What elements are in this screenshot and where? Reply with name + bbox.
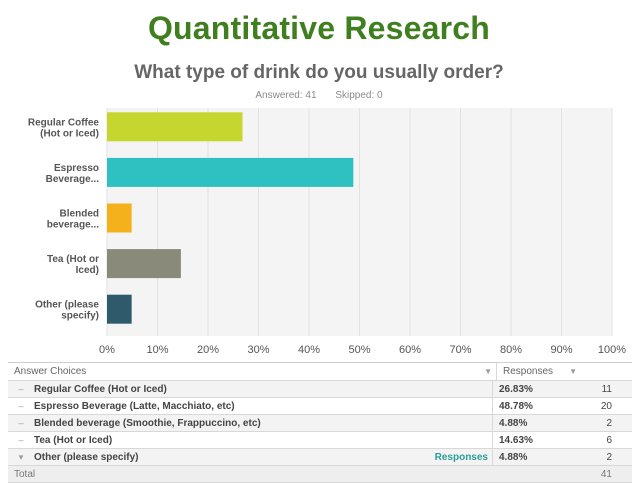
x-tick-label: 30%: [247, 344, 269, 356]
answer-choice: Other (please specify): [34, 451, 139, 463]
bar-chart: 0% 10% 20% 30% 40% 50% 60% 70% 80% 90% 100% Regular…: [28, 108, 626, 356]
bar: [107, 249, 181, 279]
x-tick-label: 90%: [550, 344, 572, 356]
x-tick-label: 10%: [146, 344, 168, 356]
expand-row-icon[interactable]: –: [18, 401, 24, 411]
table-total-row: Total 41: [8, 466, 632, 483]
expand-row-icon[interactable]: –: [18, 435, 24, 445]
answer-choice: Regular Coffee (Hot or Iced): [34, 383, 167, 395]
table-row: – Tea (Hot or Iced) 14.63% 6: [8, 432, 632, 449]
response-percent: 4.88%: [492, 449, 579, 465]
bar: [107, 157, 354, 187]
answered-count: Answered: 41: [255, 90, 317, 101]
x-tick-label: 50%: [348, 344, 370, 356]
responses-link[interactable]: Responses: [434, 451, 488, 463]
category-label: Espresso: [54, 163, 99, 174]
bar: [107, 203, 132, 233]
category-label: Tea (Hot or: [47, 254, 99, 265]
table-row: – Regular Coffee (Hot or Iced) 26.83% 11: [8, 381, 632, 398]
response-count: 20: [600, 400, 612, 412]
answer-choice: Tea (Hot or Iced): [34, 434, 113, 446]
x-tick-label: 0%: [99, 344, 115, 356]
x-tick-label: 40%: [298, 344, 320, 356]
category-label: Regular Coffee: [28, 117, 100, 128]
category-label: beverage...: [47, 220, 99, 231]
bar: [107, 294, 132, 324]
response-count: 2: [606, 417, 612, 429]
category-label: specify): [61, 311, 99, 322]
x-tick-label: 100%: [598, 344, 626, 356]
category-label: Blended: [60, 209, 99, 220]
response-count: 6: [606, 434, 612, 446]
response-count: 2: [606, 451, 612, 463]
response-percent: 48.78%: [492, 398, 579, 414]
expand-row-icon[interactable]: –: [18, 418, 24, 428]
sort-choices-icon[interactable]: ▼: [484, 367, 492, 376]
table-row: – Blended beverage (Smoothie, Frappuccino…: [8, 415, 632, 432]
responses-table: Answer Choices ▼ Responses ▼ – Regular Co…: [8, 362, 632, 483]
question-title: What type of drink do you usually order?: [134, 62, 504, 83]
skipped-count: Skipped: 0: [335, 90, 383, 101]
x-tick-label: 80%: [500, 344, 522, 356]
sort-responses-icon[interactable]: ▼: [569, 367, 577, 376]
header-responses-label: Responses: [503, 366, 554, 377]
response-count: 11: [601, 383, 612, 395]
answer-choice: Espresso Beverage (Latte, Macchiato, etc…: [34, 400, 235, 412]
response-percent: 26.83%: [492, 381, 579, 397]
response-percent: 14.63%: [492, 432, 579, 448]
answer-choice: Blended beverage (Smoothie, Frappuccino,…: [34, 417, 261, 429]
bar: [107, 112, 243, 142]
table-row: – Espresso Beverage (Latte, Macchiato, et…: [8, 398, 632, 415]
header-responses: Responses ▼: [496, 363, 583, 380]
total-count: 41: [600, 468, 612, 480]
total-label: Total: [14, 468, 36, 480]
expand-row-icon[interactable]: –: [18, 384, 24, 394]
table-header: Answer Choices ▼ Responses ▼: [8, 363, 632, 381]
response-percent: 4.88%: [492, 415, 579, 431]
x-tick-label: 60%: [399, 344, 421, 356]
expand-row-icon[interactable]: ▾: [18, 451, 24, 462]
x-tick-label: 70%: [449, 344, 471, 356]
x-tick-label: 20%: [197, 344, 219, 356]
slide-title: Quantitative Research: [147, 10, 491, 46]
header-answer-choices: Answer Choices: [14, 366, 87, 377]
answered-skipped: Answered: 41 Skipped: 0: [0, 90, 638, 101]
table-row: ▾ Other (please specify) Responses 4.88% 2: [8, 449, 632, 466]
table-body: – Regular Coffee (Hot or Iced) 26.83% 11– Es…: [8, 381, 632, 466]
category-label: Iced): [76, 265, 99, 276]
category-label: (Hot or Iced): [40, 128, 99, 139]
category-label: Other (please: [35, 300, 99, 311]
category-label: Beverage...: [46, 174, 100, 185]
